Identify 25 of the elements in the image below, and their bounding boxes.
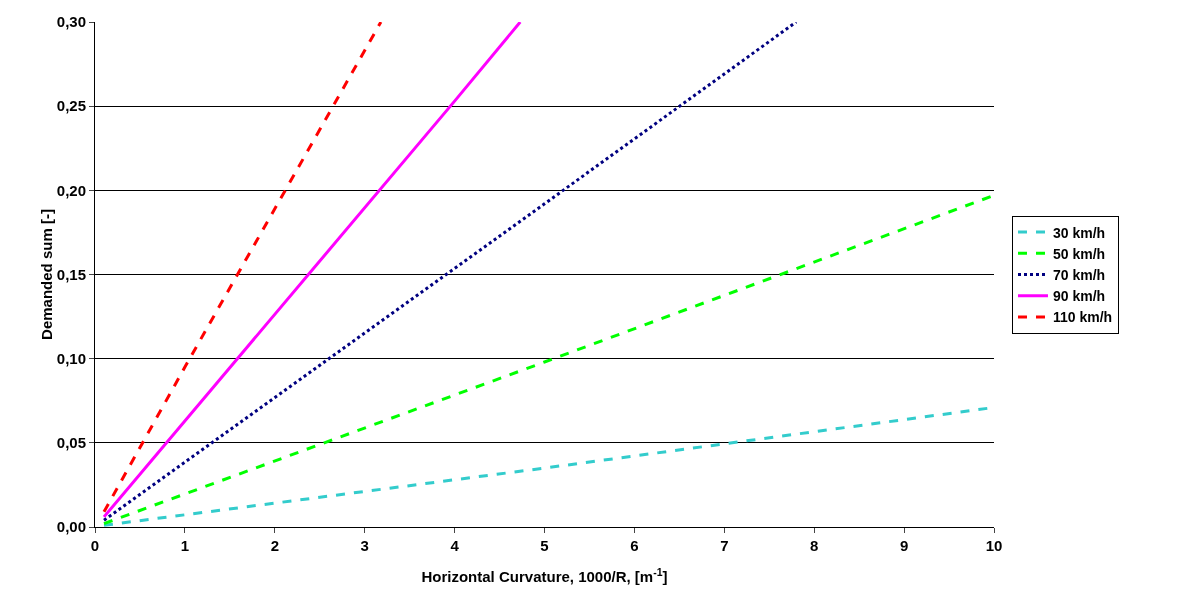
x-tick-label: 0 <box>90 537 100 554</box>
x-tick-label: 7 <box>720 537 729 554</box>
y-tick-label: 0,15 <box>56 265 86 283</box>
legend-label: 30 km/h <box>1052 224 1106 241</box>
y-axis-title: Demanded sum [-] <box>37 209 55 340</box>
x-tick-label: 10 <box>985 537 1003 554</box>
legend-label: 90 km/h <box>1052 288 1106 305</box>
legend-label: 110 km/h <box>1052 309 1113 326</box>
x-tick-label: 4 <box>450 537 460 554</box>
x-tick-label: 3 <box>360 537 369 554</box>
y-tick-label: 0,20 <box>56 181 86 199</box>
x-axis-title: Horizontal Curvature, 1000/R, [m$^{-1}$] <box>421 565 668 585</box>
x-tick-label: 6 <box>630 537 639 554</box>
x-tick-label: 8 <box>810 537 819 554</box>
x-tick-label: 2 <box>270 537 279 554</box>
x-tick-label: 9 <box>899 537 909 554</box>
legend-label: 70 km/h <box>1052 266 1106 283</box>
y-tick-label: 0,00 <box>56 518 86 536</box>
x-tick-label: 5 <box>540 537 549 554</box>
y-tick-label: 0,10 <box>56 349 86 367</box>
y-tick-label: 0,05 <box>56 434 86 452</box>
y-tick-label: 0,25 <box>56 97 86 115</box>
legend-label: 50 km/h <box>1052 245 1106 262</box>
x-tick-label: 1 <box>180 537 190 554</box>
y-tick-label: 0,30 <box>56 13 86 31</box>
